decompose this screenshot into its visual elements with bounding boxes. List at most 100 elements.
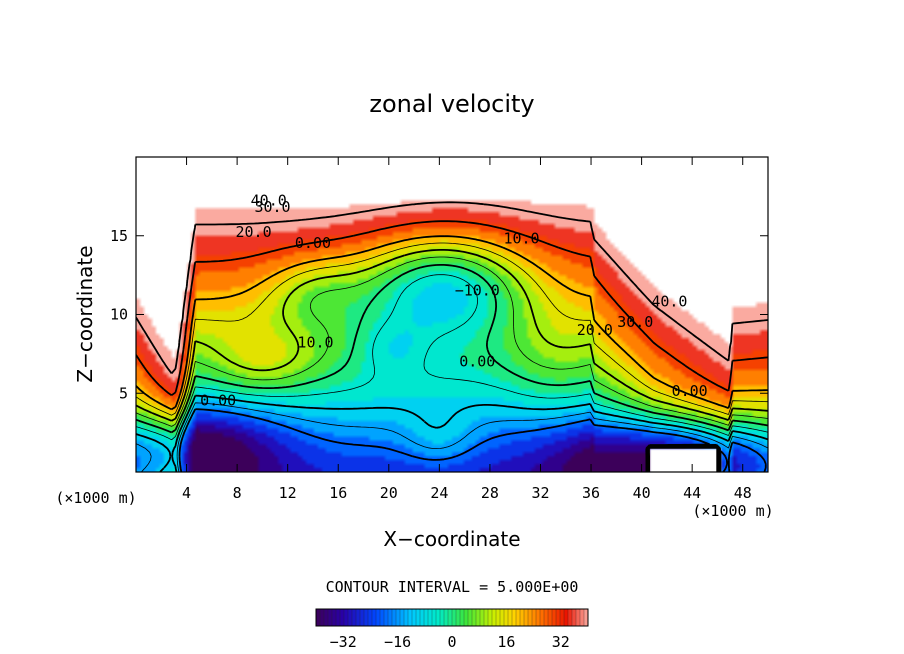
colorbar-swatch: [484, 609, 489, 626]
x-tick-label: 44: [683, 484, 701, 502]
colorbar-swatch: [452, 609, 457, 626]
colorbar-swatch: [468, 609, 473, 626]
colorbar-tick-label: 16: [497, 633, 515, 651]
contour-line-15: [136, 242, 768, 472]
contour-label: 10.0: [297, 333, 333, 351]
contour-line-neg5: [136, 274, 768, 472]
chart-title: zonal velocity: [369, 90, 534, 118]
contour-line-neg15: [136, 402, 768, 472]
y-axis-ticks: 5 10 15: [110, 227, 768, 402]
colorbar-tick-label: 32: [552, 633, 570, 651]
contour-lines: [136, 201, 768, 472]
colorbar-swatch: [388, 609, 393, 626]
colorbar-swatch: [572, 609, 577, 626]
colorbar-swatch: [336, 609, 341, 626]
colorbar-swatch: [456, 609, 461, 626]
contour-label: −10.0: [455, 281, 500, 299]
colorbar-swatch: [408, 609, 413, 626]
x-unit-left: (×1000 m): [55, 489, 136, 507]
colorbar-swatch: [568, 609, 573, 626]
colorbar-swatch: [364, 609, 369, 626]
colorbar-swatch: [516, 609, 521, 626]
x-tick-label: 8: [233, 484, 242, 502]
colorbar-swatch: [376, 609, 381, 626]
x-tick-label: 24: [430, 484, 448, 502]
contour-label: 40.0: [651, 292, 687, 310]
contour-line-30: [136, 220, 768, 472]
contour-label: 0.00: [200, 392, 236, 410]
colorbar-swatch: [368, 609, 373, 626]
contour-label: 0.00: [672, 382, 708, 400]
x-tick-label: 36: [582, 484, 600, 502]
colorbar-swatch: [528, 609, 533, 626]
colorbar-frame: [315, 608, 589, 627]
colorbar-swatch: [556, 609, 561, 626]
colorbar-swatch: [440, 609, 445, 626]
contour-line-0: [136, 264, 768, 472]
contour-label: 30.0: [254, 198, 290, 216]
x-tick-label: 12: [279, 484, 297, 502]
x-unit-right: (×1000 m): [692, 502, 773, 520]
colorbar-swatch: [356, 609, 361, 626]
y-tick-label: 10: [110, 306, 128, 324]
colorbar-tick-label: 0: [447, 633, 456, 651]
colorbar-swatch: [524, 609, 529, 626]
colorbar-swatch: [324, 609, 329, 626]
contour-line-10: [136, 249, 768, 472]
x-tick-label: 40: [633, 484, 651, 502]
contour-label: 10.0: [503, 229, 539, 247]
colorbar-swatch: [488, 609, 493, 626]
colorbar-swatch: [352, 609, 357, 626]
colorbar-swatch: [496, 609, 501, 626]
contour-label: 30.0: [617, 313, 653, 331]
x-axis-label: X−coordinate: [383, 527, 520, 551]
contour-line-20: [136, 235, 768, 472]
colorbar-swatch: [472, 609, 477, 626]
colorbar: [315, 609, 589, 626]
contour-line-40: [136, 201, 768, 472]
colorbar-swatch: [320, 609, 325, 626]
colorbar-swatch: [396, 609, 401, 626]
colorbar-swatch: [372, 609, 377, 626]
colorbar-swatch: [412, 609, 417, 626]
colorbar-swatch: [384, 609, 389, 626]
colorbar-swatch: [328, 609, 333, 626]
colorbar-swatch: [480, 609, 485, 626]
colorbar-swatch: [348, 609, 353, 626]
colorbar-swatch: [476, 609, 481, 626]
colorbar-swatch: [544, 609, 549, 626]
colorbar-swatch: [540, 609, 545, 626]
colorbar-swatch: [428, 609, 433, 626]
colorbar-swatch: [532, 609, 537, 626]
colorbar-swatch: [560, 609, 565, 626]
y-axis-label: Z−coordinate: [73, 245, 97, 382]
colorbar-swatch: [580, 609, 585, 626]
colorbar-swatch: [424, 609, 429, 626]
colorbar-swatch: [504, 609, 509, 626]
colorbar-swatch: [444, 609, 449, 626]
colorbar-swatch: [576, 609, 581, 626]
colorbar-swatch: [400, 609, 405, 626]
contour-label: 20.0: [235, 223, 271, 241]
contour-label: 40.0: [251, 192, 287, 210]
colorbar-swatch: [548, 609, 553, 626]
x-tick-label: 28: [481, 484, 499, 502]
colorbar-swatch: [500, 609, 505, 626]
colorbar-swatch: [564, 609, 569, 626]
x-tick-label: 20: [380, 484, 398, 502]
colorbar-tick-label: −32: [330, 633, 357, 651]
colorbar-swatch: [448, 609, 453, 626]
contour-interval-label: CONTOUR INTERVAL = 5.000E+00: [326, 578, 579, 596]
colorbar-swatch: [460, 609, 465, 626]
colorbar-swatch: [492, 609, 497, 626]
colorbar-swatch: [420, 609, 425, 626]
colorbar-swatch: [584, 609, 589, 626]
colorbar-swatch: [520, 609, 525, 626]
colorbar-swatch: [512, 609, 517, 626]
contour-line-5: [136, 256, 768, 472]
x-tick-label: 32: [531, 484, 549, 502]
colorbar-swatch: [340, 609, 345, 626]
x-axis-ticks: 4 8 12 16 20 24 28 32 36 40 44 48: [182, 157, 752, 502]
colorbar-swatch: [332, 609, 337, 626]
